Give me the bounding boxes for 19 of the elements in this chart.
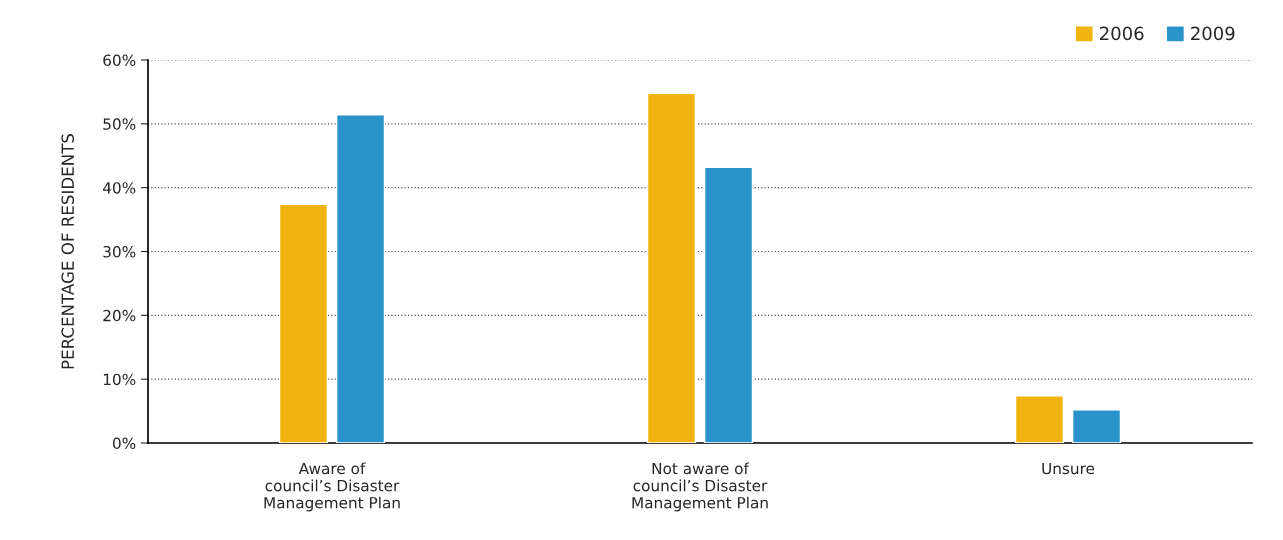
bar [1071, 409, 1122, 443]
bar [335, 114, 386, 443]
bar [646, 92, 697, 443]
bar [278, 203, 329, 443]
y-tick-label: 50% [103, 118, 136, 130]
y-tick-label: 10% [103, 373, 136, 386]
y-tick-label: 30% [103, 245, 136, 258]
x-tick-label: Not aware of council’s Disaster Management Plan [632, 462, 768, 512]
y-tick-label: 60% [103, 54, 136, 67]
y-axis-title: PERCENTAGE OF RESIDENTS [61, 133, 75, 369]
y-tick-label: 40% [102, 182, 136, 194]
legend-label: 2009 [1191, 26, 1235, 41]
x-tick-label: Unsure [1042, 462, 1095, 475]
legend-label: 2006 [1100, 26, 1144, 41]
bar [1014, 395, 1065, 443]
y-tick-label: 20% [103, 309, 136, 322]
x-tick-label: Aware of council’s Disaster Management Plan [264, 462, 400, 512]
bar [703, 166, 754, 443]
y-tick-label: 0% [112, 437, 136, 450]
